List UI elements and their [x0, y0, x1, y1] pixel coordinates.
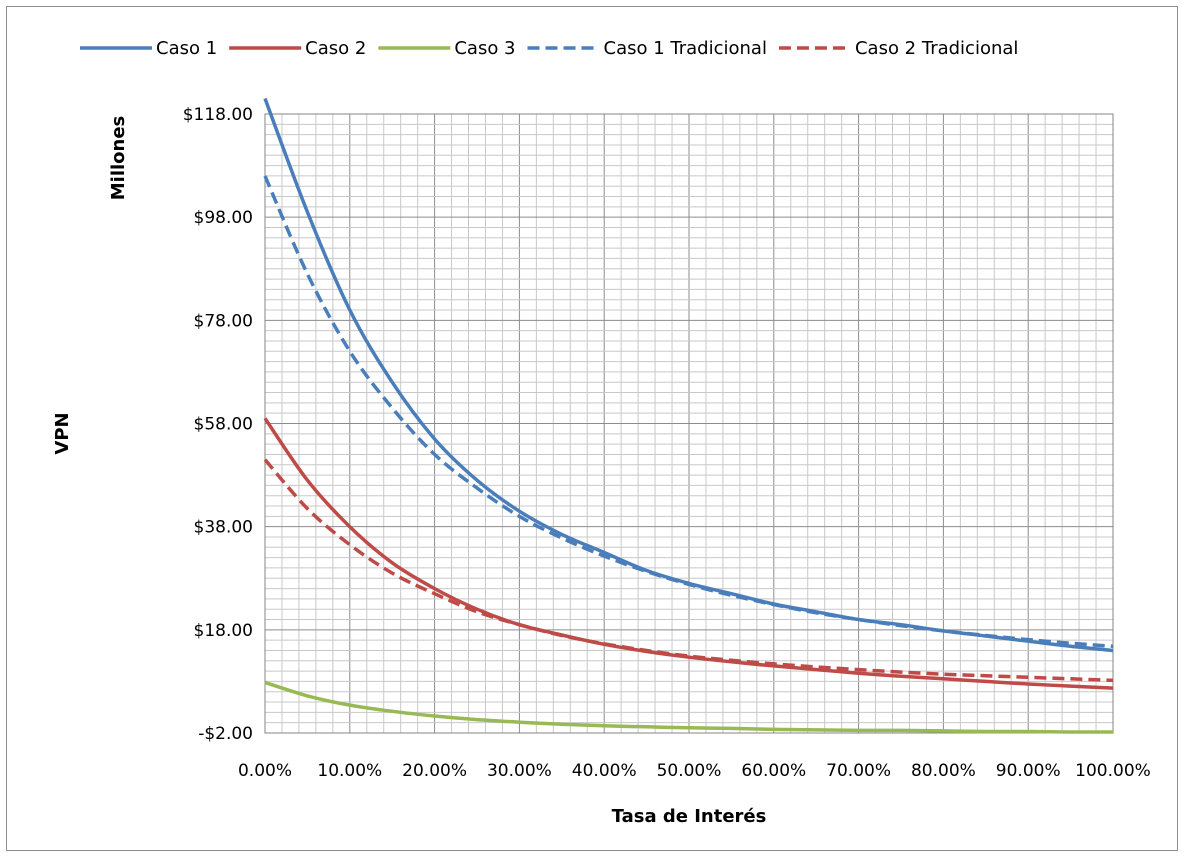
plot-border: [264, 113, 1114, 734]
y-axis-title: VPN: [52, 412, 73, 454]
x-axis-ticks: 0.00% 10.00% 20.00% 30.00% 40.00% 50.00% 60.00…: [238, 761, 1151, 781]
y-axis-unit-label: Millones: [108, 116, 129, 201]
grid: [264, 113, 1114, 734]
legend-label: Caso 1: [156, 38, 217, 59]
legend-label: Caso 2: [305, 38, 366, 59]
series-line-2: [264, 680, 1114, 734]
x-tick-label: 60.00%: [741, 761, 806, 781]
x-tick-label: 30.00%: [487, 761, 552, 781]
x-tick-label: 70.00%: [826, 761, 891, 781]
x-tick-label: 20.00%: [402, 761, 467, 781]
x-tick-label: 50.00%: [657, 761, 722, 781]
y-tick-label: $18.00: [194, 621, 253, 641]
x-tick-label: 0.00%: [238, 761, 292, 781]
x-tick-label: 80.00%: [911, 761, 976, 781]
y-axis-ticks: $118.00 $98.00 $78.00 $58.00 $38.00 $18.00 -$2…: [183, 105, 253, 744]
series-lines: [263, 97, 1114, 734]
x-tick-label: 100.00%: [1075, 761, 1151, 781]
series-line-4: [263, 458, 1114, 683]
legend-label: Caso 1 Tradicional: [604, 38, 767, 59]
legend-label: Caso 3: [454, 38, 515, 59]
x-tick-label: 10.00%: [317, 761, 382, 781]
series-line-1: [263, 417, 1114, 690]
legend: Caso 1 Caso 2 Caso 3 Caso 1 Tradicional Caso…: [80, 38, 1018, 59]
y-tick-label: -$2.00: [198, 724, 253, 744]
y-tick-label: $38.00: [194, 518, 253, 538]
x-axis-title: Tasa de Interés: [612, 806, 767, 827]
y-tick-label: $98.00: [194, 208, 253, 228]
chart-frame: [6, 6, 1178, 851]
y-tick-label: $118.00: [183, 105, 253, 125]
series-line-3: [263, 175, 1114, 649]
y-tick-label: $58.00: [194, 415, 253, 435]
y-tick-label: $78.00: [194, 311, 253, 331]
x-tick-label: 40.00%: [572, 761, 637, 781]
x-tick-label: 90.00%: [996, 761, 1061, 781]
legend-label: Caso 2 Tradicional: [855, 38, 1018, 59]
